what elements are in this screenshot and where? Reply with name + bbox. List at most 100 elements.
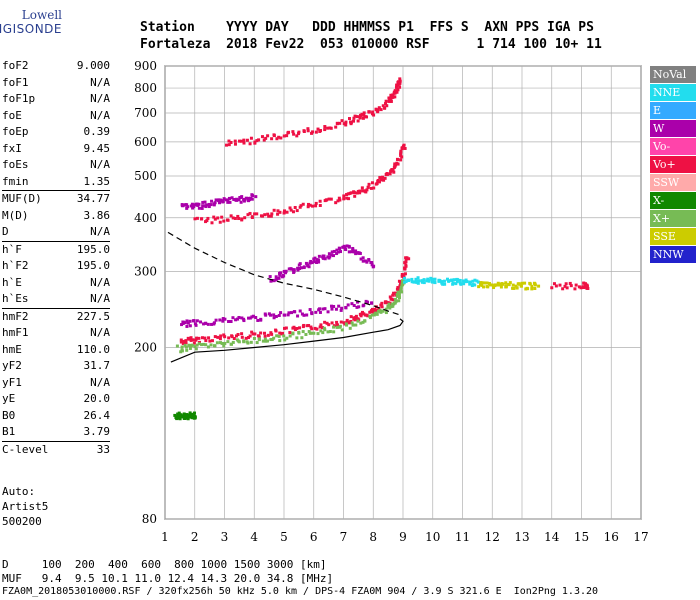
echo-mark (507, 282, 511, 286)
echo-mark (185, 414, 189, 418)
param-label: fmin (2, 174, 29, 188)
echo-mark (380, 305, 384, 309)
echo-mark (426, 277, 430, 281)
echo-mark (239, 200, 243, 204)
echo-mark (314, 201, 318, 205)
echo-mark (329, 126, 333, 130)
echo-mark (264, 136, 268, 140)
echo-mark (345, 323, 349, 327)
echo-mark (255, 341, 259, 345)
echo-mark (292, 268, 296, 272)
echo-mark (311, 130, 315, 134)
echo-mark (492, 286, 496, 290)
echo-mark (377, 307, 381, 311)
param-value: 1.35 (83, 174, 111, 188)
echo-mark (207, 336, 211, 340)
echo-mark (206, 216, 210, 220)
echo-mark (275, 137, 279, 141)
echo-mark (187, 413, 191, 417)
echo-mark (446, 279, 450, 283)
echo-mark (189, 336, 193, 340)
echo-mark (316, 332, 320, 336)
echo-mark (237, 217, 241, 221)
echo-mark (393, 91, 397, 95)
legend-entry: X- (650, 192, 696, 209)
echo-mark (204, 343, 208, 347)
echo-mark (201, 200, 205, 204)
param-value: 9.000 (76, 59, 110, 72)
echo-mark (257, 338, 261, 342)
param-row: hmF2 227.5 (0, 309, 112, 326)
echo-mark (379, 310, 383, 314)
echo-mark (308, 331, 312, 335)
echo-mark (312, 260, 316, 264)
echo-mark (193, 322, 197, 326)
echo-mark (340, 119, 344, 123)
y-tick-label: 300 (134, 265, 157, 279)
echo-mark (180, 345, 184, 349)
echo-mark (349, 315, 353, 319)
echo-mark (338, 324, 342, 328)
echo-mark (380, 301, 384, 305)
echo-mark (250, 315, 254, 319)
echo-mark (278, 210, 282, 214)
echo-mark (307, 265, 311, 269)
echo-mark (251, 332, 255, 336)
param-label: D (2, 225, 9, 238)
echo-mark (182, 412, 186, 416)
echo-mark (443, 282, 447, 286)
echo-mark (240, 195, 244, 199)
echo-mark (321, 307, 325, 311)
echo-mark (568, 281, 572, 285)
echo-mark (255, 139, 259, 143)
echo-mark (253, 140, 257, 144)
echo-mark (188, 343, 192, 347)
echo-mark (279, 271, 283, 275)
echo-mark (342, 194, 346, 198)
echo-mark (342, 197, 346, 201)
echo-mark (367, 182, 371, 186)
echo-mark (323, 320, 327, 324)
echo-mark (397, 279, 401, 283)
echo-mark (326, 330, 330, 334)
echo-mark (188, 415, 192, 419)
echo-mark (398, 79, 402, 83)
echo-mark (332, 249, 336, 253)
echo-mark (184, 341, 188, 345)
echo-mark (245, 138, 249, 142)
echo-mark (289, 311, 293, 315)
echo-mark (250, 197, 254, 201)
echo-mark (392, 170, 396, 174)
echo-mark (278, 273, 282, 277)
echo-mark (257, 335, 261, 339)
logo-line1: Lowell (21, 8, 62, 22)
echo-mark (218, 341, 222, 345)
y-tick-label: 200 (134, 341, 157, 355)
echo-mark (248, 316, 252, 320)
legend-entry: Vo+ (650, 156, 696, 173)
echo-mark (582, 281, 586, 285)
echo-mark (367, 258, 371, 262)
echo-mark (240, 316, 244, 320)
echo-mark (291, 331, 295, 335)
echo-mark (221, 317, 225, 321)
param-value: 3.79 (83, 425, 111, 438)
echo-mark (399, 287, 403, 291)
echo-mark (387, 305, 391, 309)
echo-mark (352, 250, 356, 254)
echo-mark (352, 116, 356, 120)
echo-mark (296, 268, 300, 272)
echo-mark (186, 321, 190, 325)
echo-mark (192, 319, 196, 323)
echo-mark (244, 196, 248, 200)
x-tick-label: 2 (191, 530, 199, 544)
echo-mark (210, 199, 214, 203)
echo-mark (361, 256, 365, 260)
echo-mark (195, 343, 199, 347)
echo-mark (461, 279, 465, 283)
echo-mark (318, 203, 322, 207)
echo-mark (344, 123, 348, 127)
x-tick-label: 1 (161, 530, 169, 544)
echo-mark (397, 296, 401, 300)
echo-mark (393, 95, 397, 99)
